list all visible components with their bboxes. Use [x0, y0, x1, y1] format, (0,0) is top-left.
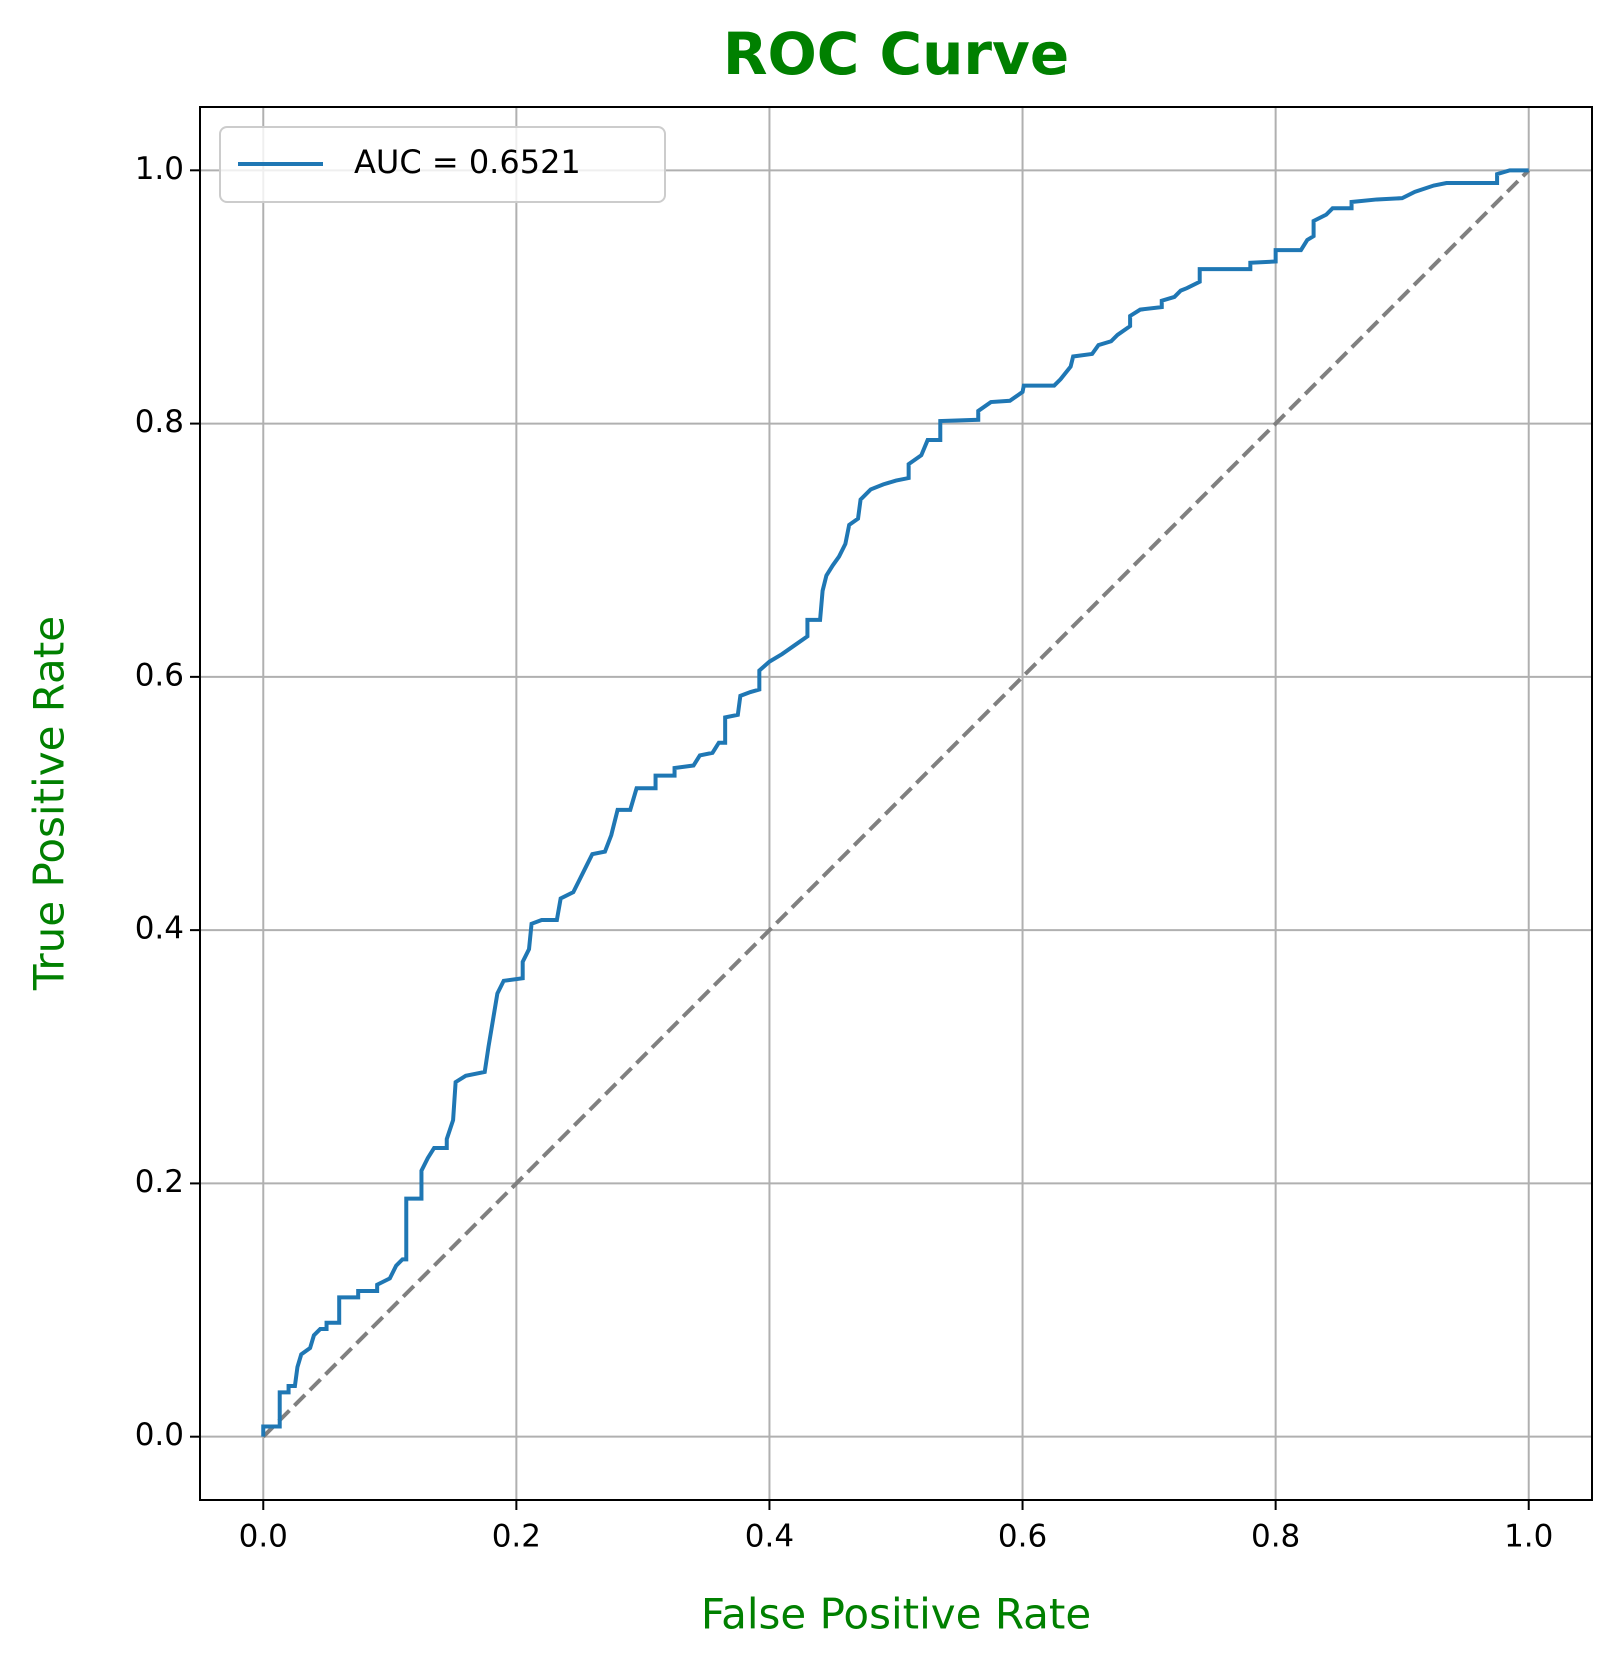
y-tick-label: 0.8 [135, 404, 184, 440]
y-tick-label: 0.6 [135, 657, 184, 693]
y-tick-label: 0.0 [135, 1417, 184, 1453]
x-tick-label: 0.2 [492, 1519, 541, 1555]
y-tick-label: 0.2 [135, 1164, 184, 1200]
legend-label: AUC = 0.6521 [354, 143, 581, 181]
legend-box [219, 126, 666, 203]
y-tick-label: 1.0 [135, 151, 184, 187]
x-axis-label: False Positive Rate [701, 1590, 1091, 1639]
plot-frame [199, 106, 1593, 1501]
x-tick-label: 0.0 [239, 1519, 288, 1555]
x-tick-label: 1.0 [1504, 1519, 1553, 1555]
x-tick-label: 0.4 [745, 1519, 794, 1555]
x-tick-label: 0.8 [1251, 1519, 1300, 1555]
chart-title: ROC Curve [723, 20, 1069, 88]
roc-line [261, 168, 1529, 1437]
y-axis-label: True Positive Rate [25, 616, 74, 991]
x-tick-label: 0.6 [998, 1519, 1047, 1555]
y-tick-label: 0.4 [135, 911, 184, 947]
reference-line [261, 168, 1531, 1439]
